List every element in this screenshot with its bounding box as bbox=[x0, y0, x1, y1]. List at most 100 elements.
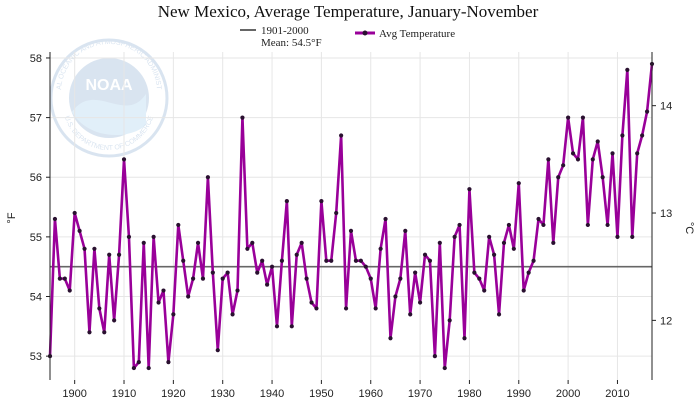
data-point bbox=[640, 133, 645, 138]
data-point bbox=[590, 157, 595, 162]
data-point bbox=[408, 312, 413, 317]
data-point bbox=[72, 210, 77, 216]
data-point bbox=[304, 276, 309, 281]
data-point bbox=[284, 198, 289, 204]
data-point bbox=[373, 306, 378, 311]
data-point bbox=[427, 258, 433, 263]
data-point bbox=[378, 246, 383, 251]
data-point bbox=[467, 187, 472, 192]
data-point bbox=[536, 216, 541, 222]
data-point bbox=[171, 312, 176, 317]
data-point bbox=[334, 210, 339, 216]
data-point bbox=[531, 258, 536, 263]
data-point bbox=[526, 270, 531, 275]
x-tick-label: 1980 bbox=[457, 388, 481, 400]
data-point bbox=[200, 276, 206, 281]
data-point bbox=[289, 324, 294, 329]
data-point bbox=[625, 67, 630, 72]
data-point bbox=[57, 276, 62, 281]
data-point bbox=[403, 228, 408, 234]
data-point bbox=[260, 258, 265, 263]
data-point bbox=[491, 252, 497, 257]
data-point bbox=[62, 276, 67, 281]
data-point bbox=[77, 228, 82, 234]
left-tick-label: 53 bbox=[30, 351, 42, 363]
data-point bbox=[102, 330, 107, 335]
data-point bbox=[437, 240, 442, 245]
data-point bbox=[269, 264, 275, 269]
data-point bbox=[442, 365, 447, 371]
right-tick-label: 14 bbox=[660, 101, 672, 113]
data-point bbox=[383, 216, 388, 222]
data-point bbox=[422, 252, 428, 257]
legend-series-label: Avg Temperature bbox=[379, 28, 455, 40]
data-point bbox=[294, 252, 299, 257]
left-tick-label: 55 bbox=[30, 232, 42, 244]
x-tick-label: 1960 bbox=[358, 388, 382, 400]
x-tick-label: 1920 bbox=[161, 388, 185, 400]
legend: 1901-2000 Mean: 54.5°F Avg Temperature bbox=[240, 25, 455, 49]
data-point bbox=[136, 360, 141, 365]
noaa-logo-text: NOAA bbox=[85, 77, 133, 94]
x-tick-label: 1950 bbox=[309, 388, 333, 400]
data-point bbox=[546, 157, 551, 162]
left-tick-label: 57 bbox=[30, 113, 42, 125]
data-point bbox=[580, 115, 586, 120]
data-point bbox=[487, 234, 492, 239]
data-point bbox=[595, 139, 600, 144]
data-point bbox=[348, 228, 354, 234]
data-point bbox=[329, 258, 334, 263]
data-point bbox=[457, 222, 462, 228]
data-point bbox=[87, 330, 92, 335]
data-point bbox=[279, 258, 285, 263]
data-point bbox=[620, 133, 625, 138]
data-point bbox=[566, 115, 571, 120]
series-layer bbox=[47, 61, 655, 371]
x-tick-label: 1940 bbox=[260, 388, 284, 400]
data-point bbox=[250, 240, 255, 245]
x-tick-label: 2000 bbox=[556, 388, 580, 400]
right-axis-unit: °C bbox=[683, 222, 695, 234]
data-point bbox=[181, 258, 186, 263]
x-tick-label: 1970 bbox=[408, 388, 432, 400]
data-point bbox=[615, 234, 620, 239]
data-point bbox=[92, 246, 97, 251]
left-tick-label: 58 bbox=[30, 53, 42, 65]
data-point bbox=[220, 276, 225, 281]
data-point bbox=[52, 216, 58, 222]
data-point bbox=[324, 258, 329, 263]
data-point bbox=[215, 348, 220, 353]
x-tick-label: 1930 bbox=[210, 388, 234, 400]
data-point bbox=[630, 234, 635, 239]
data-point bbox=[521, 288, 526, 293]
data-point bbox=[230, 312, 235, 317]
data-point bbox=[477, 276, 482, 281]
data-point bbox=[551, 240, 556, 245]
data-point bbox=[156, 300, 161, 305]
data-point bbox=[299, 240, 304, 245]
data-point bbox=[432, 354, 437, 359]
data-point bbox=[501, 240, 507, 245]
data-point bbox=[240, 115, 245, 120]
left-axis-unit: °F bbox=[6, 212, 18, 223]
data-point bbox=[131, 365, 136, 371]
data-point bbox=[161, 288, 166, 293]
data-point bbox=[255, 270, 260, 275]
data-point bbox=[506, 222, 512, 228]
x-tick-label: 1990 bbox=[507, 388, 531, 400]
data-point bbox=[496, 312, 502, 317]
data-point bbox=[417, 300, 423, 305]
data-point bbox=[585, 222, 590, 228]
data-point bbox=[561, 163, 566, 168]
data-point bbox=[516, 181, 521, 186]
left-tick-label: 56 bbox=[30, 172, 42, 184]
data-point bbox=[556, 175, 561, 180]
data-point bbox=[635, 151, 640, 156]
data-point bbox=[644, 109, 650, 114]
data-point bbox=[447, 318, 452, 323]
data-point bbox=[309, 300, 314, 305]
data-point bbox=[82, 246, 87, 251]
data-point bbox=[482, 288, 487, 293]
data-point bbox=[541, 222, 546, 228]
data-point bbox=[112, 318, 117, 323]
